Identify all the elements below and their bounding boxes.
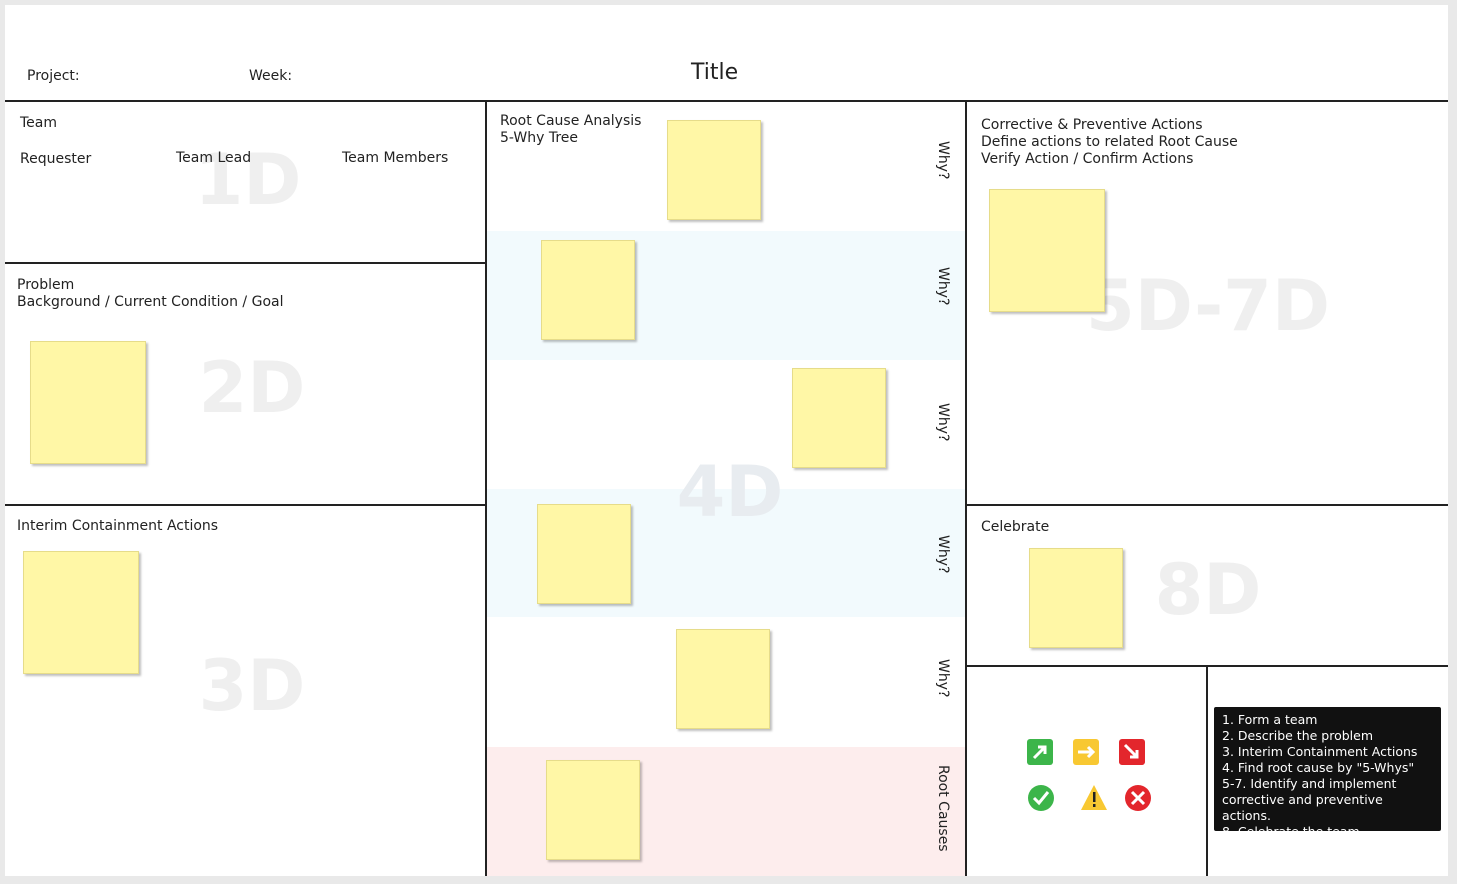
divider (1206, 666, 1208, 876)
why-label: Why? (935, 659, 951, 698)
watermark: 3D (198, 645, 306, 727)
section-subtitle: Define actions to related Root Cause (981, 134, 1238, 150)
sticky-note[interactable] (792, 368, 886, 468)
divider (5, 262, 486, 264)
steps-box: 1. Form a team 2. Describe the problem 3… (1214, 707, 1441, 839)
step: 5-7. Identify and implement corrective a… (1222, 776, 1397, 823)
divider (5, 100, 1448, 102)
board: 1D 2D 3D 4D 5D-7D 8D Project: Week: Titl… (5, 5, 1448, 876)
divider (965, 101, 967, 876)
step: 1. Form a team (1222, 712, 1318, 727)
section-title: Team (20, 115, 58, 131)
watermark: 8D (1154, 549, 1262, 631)
why-label: Root Causes (935, 765, 951, 852)
section-title: Problem (17, 277, 75, 293)
why-label: Why? (935, 535, 951, 574)
divider (5, 504, 486, 506)
sticky-note[interactable] (667, 120, 761, 220)
step: 2. Describe the problem (1222, 728, 1374, 743)
week-label: Week: (249, 68, 293, 84)
section-subtitle: Verify Action / Confirm Actions (981, 151, 1194, 167)
why-label: Why? (935, 403, 951, 442)
watermark: 1D (194, 139, 302, 221)
status-icons (1027, 739, 1151, 811)
project-label: Project: (27, 68, 80, 84)
watermark: 5D-7D (1086, 265, 1330, 347)
section-title: Root Cause Analysis (500, 113, 642, 129)
why-label: Why? (935, 141, 951, 180)
watermark: 4D (676, 451, 784, 533)
sticky-note[interactable] (537, 504, 631, 604)
label: Team Lead (176, 150, 252, 166)
step: 4. Find root cause by "5-Whys" (1222, 760, 1415, 775)
why-label: Why? (935, 267, 951, 306)
sticky-note[interactable] (23, 551, 139, 674)
divider (966, 504, 1448, 506)
sticky-note[interactable] (676, 629, 770, 729)
title[interactable]: Title (691, 60, 739, 85)
label: Team Members (342, 150, 449, 166)
section-title: Corrective & Preventive Actions (981, 117, 1203, 133)
divider (485, 101, 487, 876)
sticky-note[interactable] (989, 189, 1105, 312)
sticky-note[interactable] (541, 240, 635, 340)
step: 8. Celebrate the team (1222, 824, 1360, 839)
section-title: Interim Containment Actions (17, 518, 219, 534)
label: Requester (20, 151, 92, 167)
watermark: 2D (198, 347, 306, 429)
section-subtitle: 5-Why Tree (500, 130, 579, 146)
sticky-note[interactable] (30, 341, 146, 464)
section-title: Celebrate (981, 519, 1050, 535)
step: 3. Interim Containment Actions (1222, 744, 1418, 759)
sticky-note[interactable] (1029, 548, 1123, 648)
sticky-note[interactable] (546, 760, 640, 860)
steps-list: 1. Form a team 2. Describe the problem 3… (1214, 707, 1441, 845)
section-subtitle: Background / Current Condition / Goal (17, 294, 284, 310)
